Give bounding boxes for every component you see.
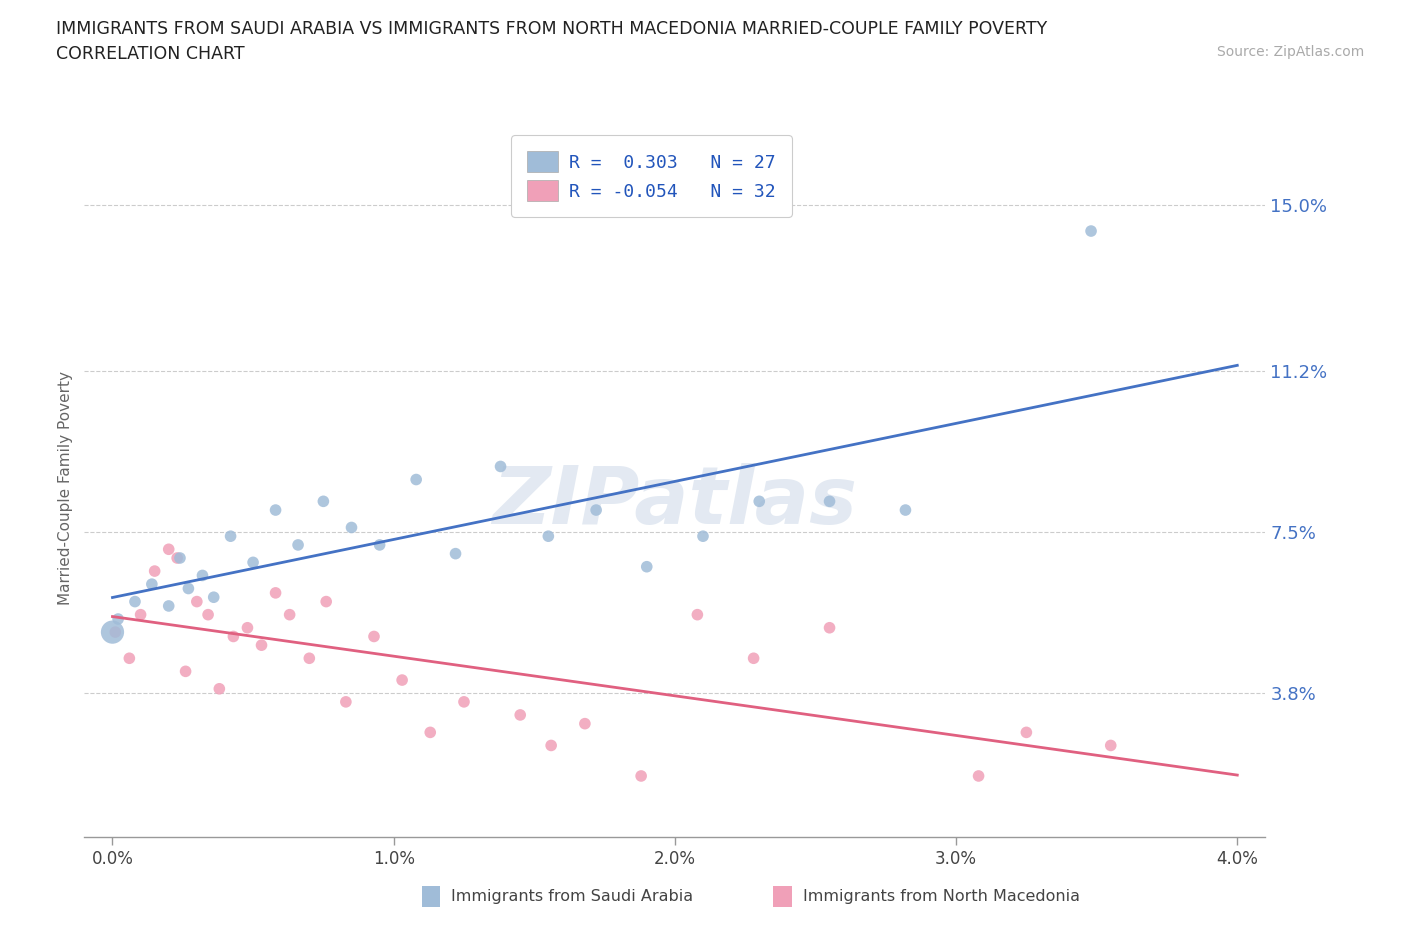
Y-axis label: Married-Couple Family Poverty: Married-Couple Family Poverty: [58, 371, 73, 605]
Point: [101, 625, 124, 640]
Point: [174, 664, 197, 679]
Point: [315, 594, 337, 609]
Point: [242, 555, 264, 570]
Point: [894, 502, 917, 517]
Point: [967, 768, 990, 783]
Point: [118, 651, 141, 666]
Point: [197, 607, 219, 622]
Point: [1099, 738, 1122, 753]
Point: [540, 738, 562, 753]
Point: [202, 590, 225, 604]
Point: [236, 620, 259, 635]
Point: [636, 559, 658, 574]
Point: [509, 708, 531, 723]
Point: [264, 586, 287, 601]
Text: IMMIGRANTS FROM SAUDI ARABIA VS IMMIGRANTS FROM NORTH MACEDONIA MARRIED-COUPLE F: IMMIGRANTS FROM SAUDI ARABIA VS IMMIGRAN…: [56, 20, 1047, 38]
Text: Immigrants from Saudi Arabia: Immigrants from Saudi Arabia: [451, 889, 693, 904]
Text: CORRELATION CHART: CORRELATION CHART: [56, 45, 245, 62]
Point: [818, 494, 841, 509]
Point: [250, 638, 273, 653]
Point: [186, 594, 208, 609]
Point: [264, 502, 287, 517]
Point: [444, 546, 467, 561]
Point: [391, 672, 413, 687]
Point: [585, 502, 607, 517]
Point: [287, 538, 309, 552]
Point: [219, 529, 242, 544]
Point: [340, 520, 363, 535]
Point: [368, 538, 391, 552]
Point: [104, 625, 127, 640]
Text: ZIPatlas: ZIPatlas: [492, 463, 858, 541]
Text: Immigrants from North Macedonia: Immigrants from North Macedonia: [803, 889, 1080, 904]
Point: [742, 651, 765, 666]
Point: [574, 716, 596, 731]
Point: [143, 564, 166, 578]
Point: [1080, 223, 1102, 238]
Point: [222, 629, 245, 644]
Point: [405, 472, 427, 487]
Point: [191, 568, 214, 583]
Point: [335, 695, 357, 710]
Point: [818, 620, 841, 635]
Legend: R =  0.303   N = 27, R = -0.054   N = 32: R = 0.303 N = 27, R = -0.054 N = 32: [510, 135, 792, 217]
Point: [537, 529, 560, 544]
Point: [129, 607, 152, 622]
Point: [124, 594, 146, 609]
Point: [748, 494, 770, 509]
Point: [177, 581, 200, 596]
Point: [166, 551, 188, 565]
Point: [157, 599, 180, 614]
Point: [453, 695, 475, 710]
Point: [298, 651, 321, 666]
Point: [1015, 725, 1038, 740]
Point: [107, 612, 129, 627]
Point: [141, 577, 163, 591]
Text: Source: ZipAtlas.com: Source: ZipAtlas.com: [1216, 45, 1364, 59]
Point: [686, 607, 709, 622]
Point: [419, 725, 441, 740]
Point: [208, 682, 231, 697]
Point: [489, 459, 512, 474]
Point: [630, 768, 652, 783]
Point: [278, 607, 301, 622]
Point: [692, 529, 714, 544]
Point: [312, 494, 335, 509]
Point: [157, 542, 180, 557]
Point: [169, 551, 191, 565]
Point: [363, 629, 385, 644]
